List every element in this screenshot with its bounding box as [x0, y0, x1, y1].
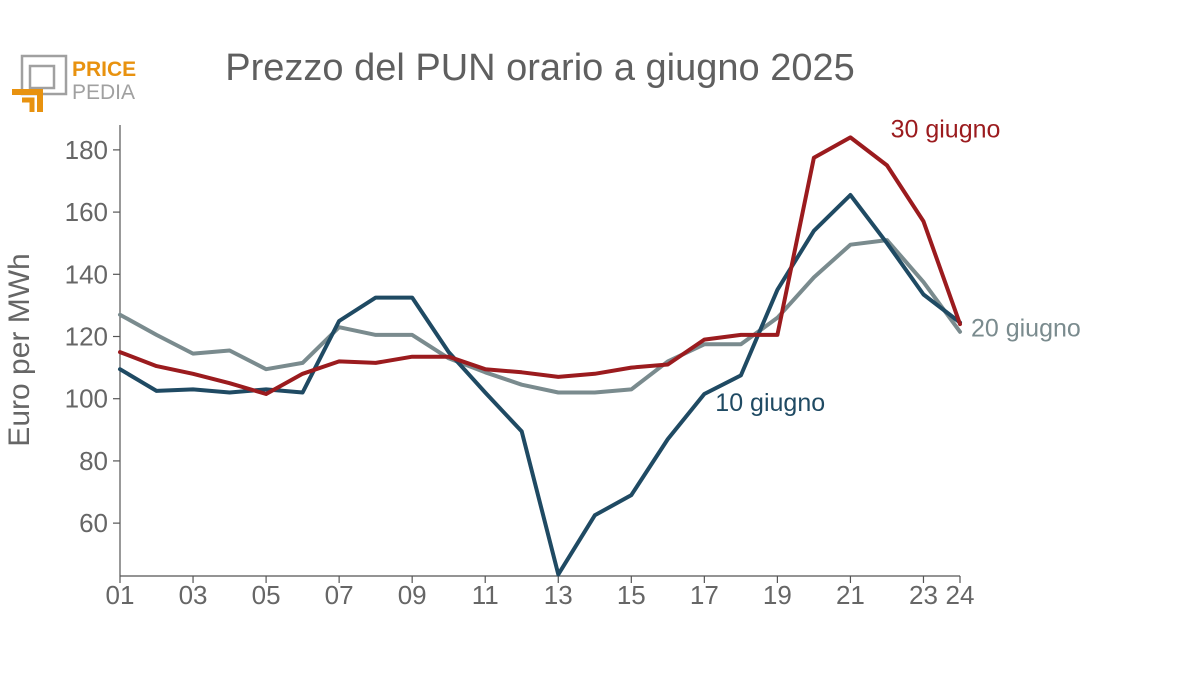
series-label-30-giugno: 30 giugno [891, 115, 1001, 143]
x-tick-label: 15 [617, 580, 646, 610]
y-tick-label: 140 [65, 259, 108, 289]
x-tick-label: 19 [763, 580, 792, 610]
series-line-20-giugno [118, 238, 962, 395]
x-axis-ticks: 01 03 05 07 09 11 13 15 17 19 21 23 24 [106, 576, 975, 610]
x-tick-label: 17 [690, 580, 719, 610]
x-tick-label: 21 [836, 580, 865, 610]
y-axis-ticks: 60 80 100 120 140 160 180 [65, 135, 120, 538]
logo-bracket-orange [12, 89, 43, 112]
x-tick-label: 07 [325, 580, 354, 610]
series-labels: 10 giugno 20 giugno 30 giugno [715, 115, 1080, 417]
logo-square-gray [20, 54, 68, 96]
x-tick-label: 24 [946, 580, 975, 610]
x-tick-label: 11 [472, 580, 499, 610]
y-tick-label: 60 [79, 508, 108, 538]
y-tick-label: 120 [65, 322, 108, 352]
y-tick-label: 80 [79, 446, 108, 476]
x-tick-label: 01 [106, 580, 135, 610]
x-tick-label: 23 [909, 580, 938, 610]
series-label-20-giugno: 20 giugno [971, 315, 1081, 343]
y-tick-label: 160 [65, 197, 108, 227]
chart-title: Prezzo del PUN orario a giugno 2025 [225, 47, 855, 89]
series-label-10-giugno: 10 giugno [715, 389, 825, 417]
y-tick-label: 100 [65, 384, 108, 414]
series-line-30-giugno [118, 135, 962, 396]
logo-bracket-orange-small [22, 97, 35, 112]
logo-square-inner [28, 64, 56, 90]
x-tick-label: 03 [179, 580, 208, 610]
x-tick-label: 09 [398, 580, 427, 610]
series-lines [118, 135, 962, 577]
y-axis-title: Euro per MWh [3, 253, 36, 446]
logo-text-price: PRICE [72, 58, 136, 81]
x-tick-label: 05 [252, 580, 281, 610]
series-line-10-giugno [118, 193, 962, 577]
y-tick-label: 180 [65, 135, 108, 165]
x-tick-label: 13 [544, 580, 573, 610]
logo-text-pedia: PEDIA [72, 81, 135, 104]
pricepedia-logo: PRICE PEDIA [12, 54, 136, 112]
